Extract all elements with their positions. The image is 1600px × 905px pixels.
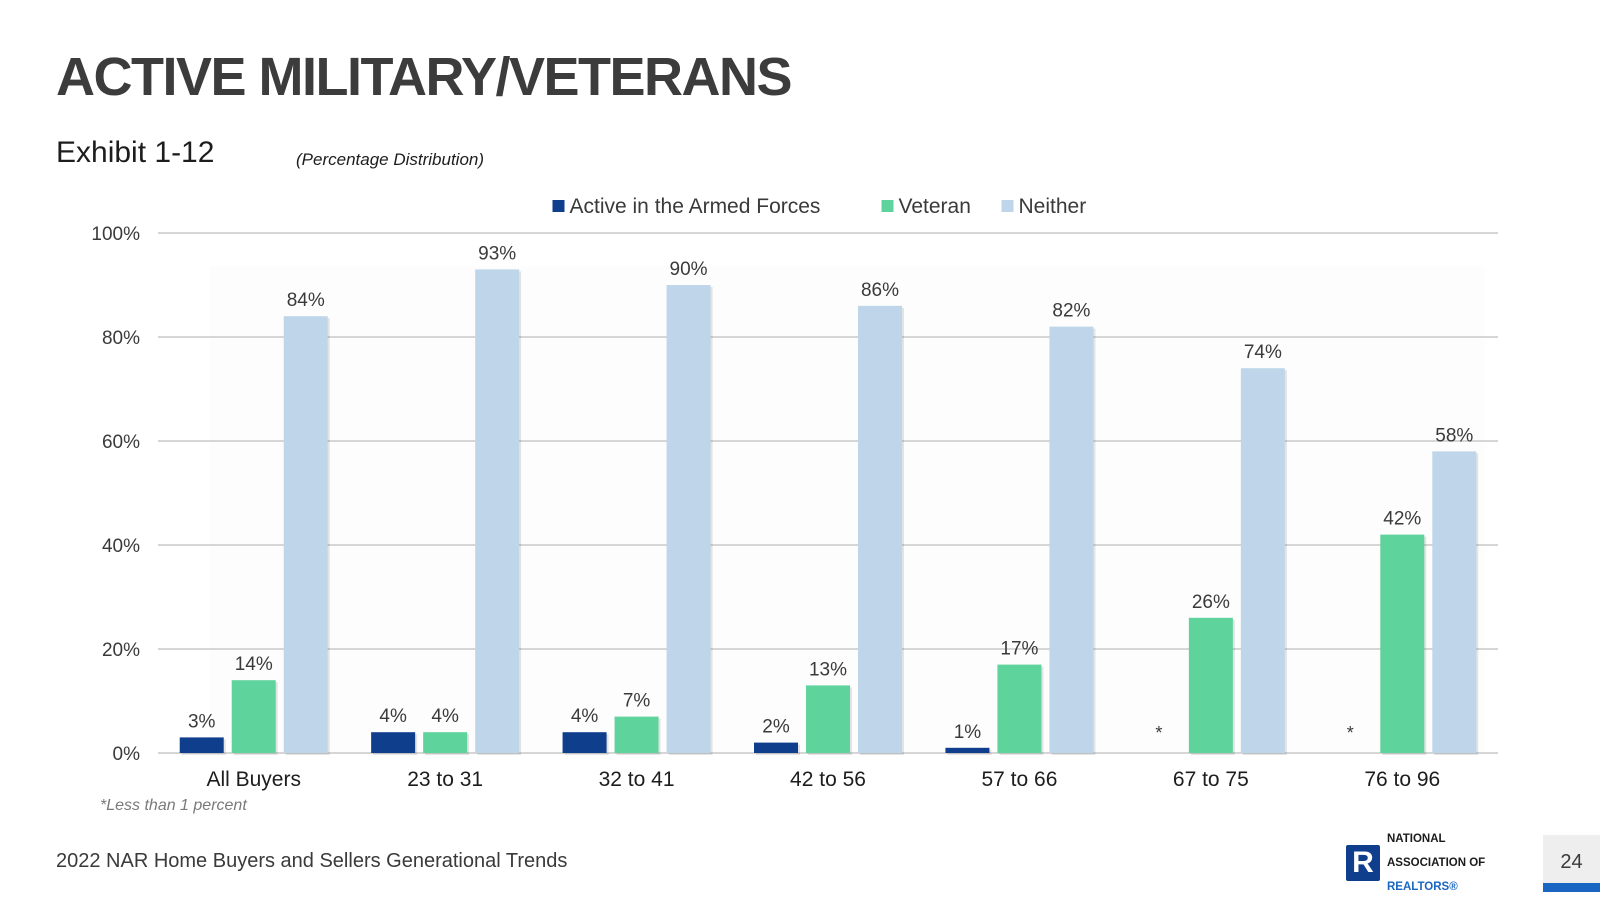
- logo-line-2: ASSOCIATION OF: [1387, 857, 1486, 869]
- bar-veteran: [1380, 534, 1425, 753]
- data-label: 86%: [861, 280, 899, 301]
- data-label: 84%: [287, 290, 325, 311]
- data-label: 26%: [1192, 592, 1230, 613]
- legend-swatch-active: [552, 200, 565, 212]
- bar-veteran: [231, 680, 276, 753]
- footer-text: 2022 NAR Home Buyers and Sellers Generat…: [56, 850, 568, 872]
- y-tick-label: 0%: [113, 744, 141, 765]
- chart-subtitle: (Percentage Distribution): [296, 150, 485, 169]
- bar-veteran: [1188, 617, 1233, 753]
- bar-neither: [283, 316, 328, 753]
- x-tick-label: All Buyers: [206, 768, 301, 791]
- data-label: 13%: [809, 659, 847, 680]
- legend-swatch-veteran: [881, 200, 894, 212]
- data-label: 3%: [188, 711, 216, 732]
- data-label: *: [1155, 723, 1162, 743]
- data-label: 4%: [379, 706, 407, 727]
- bar-neither: [1432, 451, 1477, 753]
- bar-active: [179, 737, 224, 753]
- bar-neither: [1049, 326, 1094, 753]
- legend-label-neither: Neither: [1019, 195, 1087, 218]
- bar-neither: [858, 305, 902, 753]
- bar-veteran: [423, 732, 468, 753]
- y-tick-label: 60%: [102, 432, 140, 453]
- legend-swatch-neither: [1001, 200, 1014, 212]
- data-label: 17%: [1000, 639, 1038, 660]
- bar-neither: [666, 285, 711, 753]
- bar-active: [945, 747, 990, 753]
- logo-line-3: REALTORS®: [1387, 881, 1458, 893]
- data-label: 14%: [235, 654, 273, 675]
- data-label: 2%: [762, 717, 790, 738]
- bar-chart: 0% 20% 40% 60% 80% 100% 3% 14% 84% All Buyers 4% 4%…: [91, 195, 1498, 791]
- data-label: 58%: [1435, 425, 1473, 446]
- data-label: 90%: [670, 259, 708, 280]
- data-label: *: [1347, 723, 1354, 743]
- exhibit-label: Exhibit 1-12: [56, 136, 215, 169]
- footnote: *Less than 1 percent: [100, 797, 247, 814]
- bar-neither: [1240, 368, 1285, 753]
- data-label: 4%: [431, 706, 459, 727]
- page-number-box: 24: [1543, 835, 1600, 892]
- x-tick-label: 32 to 41: [599, 768, 675, 791]
- logo-text: NATIONAL ASSOCIATION OF REALTORS®: [1387, 821, 1485, 905]
- legend-label-active: Active in the Armed Forces: [570, 195, 821, 218]
- x-tick-label: 42 to 56: [790, 768, 866, 791]
- bar-active: [562, 732, 607, 753]
- data-label: 1%: [954, 722, 982, 743]
- data-label: 42%: [1383, 509, 1421, 530]
- realtor-logo-icon: R: [1346, 845, 1380, 881]
- x-tick-label: 57 to 66: [981, 768, 1057, 791]
- bar-veteran: [806, 685, 850, 753]
- bar-active: [754, 742, 798, 753]
- bar-neither: [475, 269, 520, 753]
- data-label: 74%: [1244, 342, 1282, 363]
- legend-label-veteran: Veteran: [899, 195, 971, 218]
- data-label: 4%: [571, 706, 599, 727]
- data-label: 82%: [1052, 301, 1090, 322]
- data-label: 7%: [623, 691, 651, 712]
- plot-area: [210, 266, 1485, 753]
- page-number: 24: [1560, 851, 1583, 873]
- x-tick-label: 67 to 75: [1173, 768, 1249, 791]
- x-tick-label: 23 to 31: [407, 768, 483, 791]
- nar-logo: R NATIONAL ASSOCIATION OF REALTORS®: [1346, 833, 1485, 893]
- page-accent-bar: [1543, 883, 1600, 892]
- bar-active: [371, 732, 416, 753]
- page-title: ACTIVE MILITARY/VETERANS: [56, 47, 793, 107]
- logo-line-1: NATIONAL: [1387, 833, 1446, 845]
- bar-veteran: [997, 664, 1042, 753]
- y-tick-label: 80%: [102, 328, 140, 349]
- data-label: 93%: [478, 243, 516, 264]
- x-tick-label: 76 to 96: [1364, 768, 1440, 791]
- y-tick-label: 20%: [102, 640, 140, 661]
- y-tick-label: 100%: [91, 224, 140, 245]
- y-tick-label: 40%: [102, 536, 140, 557]
- bar-veteran: [614, 716, 659, 753]
